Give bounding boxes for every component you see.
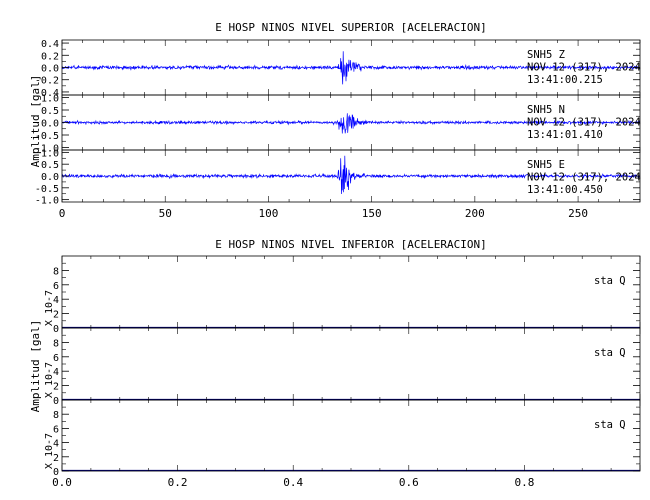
y-axis-label: Amplitud [gal]: [29, 320, 42, 413]
x-tick-label: 200: [465, 207, 485, 220]
y-tick-label: 0: [53, 324, 59, 335]
x-tick-label: 0.4: [283, 476, 303, 489]
y-tick-label: -1.0: [35, 144, 59, 155]
y-tick-label: 8: [53, 338, 59, 349]
y-tick-label: 0.0: [41, 119, 59, 130]
x-tick-label: 0.2: [168, 476, 188, 489]
station-label: sta Q: [594, 275, 626, 287]
y-tick-label: 0.5: [41, 160, 59, 171]
y-tick-label: 4: [53, 367, 59, 378]
y-tick-label: 2: [53, 310, 59, 321]
station-label: sta Q: [594, 419, 626, 431]
upper-level-chart: E HOSP NINOS NIVEL SUPERIOR [ACELERACION…: [29, 21, 641, 220]
seismic-trace-2: [61, 155, 641, 195]
panel-frame-1: [61, 327, 641, 401]
scale-label: X 10-7: [44, 433, 55, 469]
station-label: sta Q: [594, 347, 626, 359]
x-tick-label: 150: [362, 207, 382, 220]
station-label: SNH5 Z: [527, 49, 565, 61]
station-label: NOV 12 (317), 2024: [527, 117, 641, 129]
x-tick-label: 0.0: [52, 476, 72, 489]
chart-title: E HOSP NINOS NIVEL INFERIOR [ACELERACION…: [215, 238, 487, 251]
y-tick-label: -0.5: [35, 131, 59, 142]
station-label: 13:41:00.215: [527, 74, 603, 86]
y-tick-label: 0: [53, 396, 59, 407]
y-tick-label: 8: [53, 410, 59, 421]
x-tick-label: 100: [258, 207, 278, 220]
x-tick-label: 250: [568, 207, 588, 220]
station-label: NOV 12 (317), 2024: [527, 62, 641, 74]
y-tick-label: 2: [53, 453, 59, 464]
y-tick-label: -1.0: [35, 196, 59, 207]
x-tick-label: 0: [59, 207, 66, 220]
y-tick-label: -0.4: [35, 88, 59, 99]
y-tick-label: 0.2: [41, 51, 59, 62]
x-tick-label: 0.6: [399, 476, 419, 489]
station-label: SNH5 E: [527, 159, 565, 171]
scale-label: X 10-7: [44, 290, 55, 326]
station-label: NOV 12 (317), 2024: [527, 172, 641, 184]
y-tick-label: -0.5: [35, 184, 59, 195]
y-tick-label: 4: [53, 295, 59, 306]
scale-label: X 10-7: [44, 362, 55, 398]
station-label: 13:41:01.410: [527, 129, 603, 141]
y-tick-label: 8: [53, 266, 59, 277]
y-tick-label: -0.2: [35, 76, 59, 87]
chart-title: E HOSP NINOS NIVEL SUPERIOR [ACELERACION…: [215, 21, 487, 34]
panel-frame-0: [61, 255, 641, 329]
x-tick-label: 0.8: [514, 476, 534, 489]
y-tick-label: 1.0: [41, 94, 59, 105]
y-tick-label: 0.5: [41, 106, 59, 117]
station-label: SNH5 N: [527, 104, 565, 116]
y-tick-label: 0: [53, 467, 59, 478]
y-tick-label: 6: [53, 281, 59, 292]
y-tick-label: 4: [53, 439, 59, 450]
panel-frame-2: [61, 399, 641, 472]
station-label: 13:41:00.450: [527, 184, 603, 196]
seismic-trace-1: [62, 113, 641, 134]
y-tick-label: 0.4: [41, 39, 59, 50]
y-tick-label: 2: [53, 382, 59, 393]
y-tick-label: 6: [53, 424, 59, 435]
y-tick-label: 0.0: [41, 172, 59, 183]
y-tick-label: 6: [53, 353, 59, 364]
seismic-trace-0: [61, 51, 641, 85]
x-tick-label: 50: [159, 207, 172, 220]
y-tick-label: 0.0: [41, 64, 59, 75]
y-tick-label: 1.0: [41, 148, 59, 159]
lower-level-chart: E HOSP NINOS NIVEL INFERIOR [ACELERACION…: [29, 238, 641, 489]
y-axis-label: Amplitud [gal]: [29, 75, 42, 168]
